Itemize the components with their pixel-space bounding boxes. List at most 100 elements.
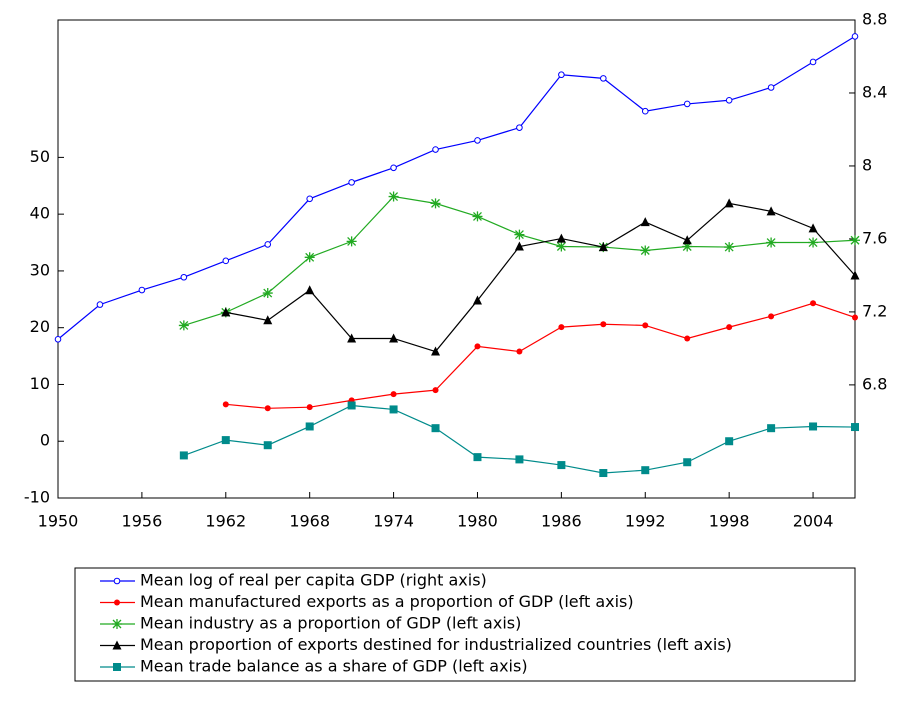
legend-marker — [112, 640, 122, 650]
y2-tick-label: 8.4 — [862, 82, 887, 101]
x-tick-label: 2004 — [793, 512, 834, 531]
marker — [682, 241, 693, 252]
x-tick-label: 1950 — [38, 512, 79, 531]
marker — [305, 285, 315, 295]
marker — [390, 391, 397, 398]
marker — [472, 295, 482, 305]
marker — [180, 273, 188, 281]
x-tick-label: 1998 — [709, 512, 750, 531]
marker — [598, 242, 608, 252]
marker — [808, 237, 819, 248]
y2-tick-label: 7.6 — [862, 228, 887, 247]
marker — [684, 335, 691, 342]
marker — [809, 58, 817, 66]
marker — [474, 343, 481, 350]
legend-label: Mean trade balance as a share of GDP (le… — [140, 657, 528, 676]
marker — [726, 324, 733, 331]
plot-frame — [57, 19, 856, 499]
series-line — [225, 202, 856, 353]
marker — [431, 346, 441, 356]
marker — [221, 307, 231, 317]
marker — [558, 324, 565, 331]
marker — [347, 333, 357, 343]
marker — [389, 333, 399, 343]
marker — [850, 235, 860, 246]
y-tick-label: 0 — [40, 431, 50, 450]
marker — [304, 252, 315, 263]
y2-tick-label: 7.2 — [862, 301, 887, 320]
marker — [264, 241, 272, 248]
x-tick-label: 1980 — [457, 512, 498, 531]
marker — [347, 401, 356, 410]
marker — [306, 195, 313, 203]
y2-tick-label: 8 — [862, 155, 872, 174]
marker — [683, 458, 692, 467]
marker — [474, 137, 481, 144]
x-tick-label: 1992 — [625, 512, 666, 531]
marker — [641, 107, 649, 115]
marker — [96, 301, 104, 308]
marker — [766, 237, 777, 248]
legend-marker — [113, 663, 121, 671]
y2-tick-label: 8.8 — [862, 10, 887, 29]
x-tick-label: 1962 — [205, 512, 246, 531]
marker — [724, 242, 735, 253]
marker — [348, 179, 355, 186]
marker — [558, 71, 565, 79]
marker — [599, 469, 608, 478]
y-tick-label: 10 — [30, 374, 50, 393]
marker — [472, 211, 483, 222]
marker — [264, 405, 271, 412]
marker — [642, 322, 649, 329]
marker — [138, 286, 146, 294]
series-line — [183, 195, 856, 326]
marker — [263, 441, 272, 450]
marker — [682, 235, 692, 245]
marker — [768, 313, 775, 320]
legend-label: Mean log of real per capita GDP (right a… — [140, 571, 487, 590]
y-tick-label: 40 — [30, 204, 50, 223]
marker — [432, 387, 439, 394]
marker — [514, 229, 525, 240]
marker — [431, 424, 440, 433]
marker — [600, 321, 607, 328]
y-tick-label: 20 — [30, 317, 50, 336]
marker — [432, 146, 439, 153]
x-tick-label: 1986 — [541, 512, 582, 531]
marker — [725, 437, 734, 446]
marker — [556, 233, 566, 243]
marker — [767, 84, 775, 91]
marker — [179, 451, 188, 460]
marker — [516, 348, 523, 355]
marker — [724, 198, 734, 208]
marker — [640, 217, 650, 227]
y-tick-label: 50 — [30, 147, 50, 166]
marker — [222, 257, 230, 265]
x-tick-label: 1974 — [373, 512, 414, 531]
marker — [262, 288, 273, 299]
marker — [222, 401, 229, 408]
marker — [389, 405, 398, 414]
series-line — [225, 302, 856, 409]
marker — [640, 245, 651, 256]
marker — [390, 164, 397, 172]
marker — [346, 236, 357, 247]
x-tick-label: 1968 — [289, 512, 330, 531]
marker — [516, 124, 523, 131]
marker — [600, 75, 607, 82]
marker — [808, 223, 818, 233]
marker — [766, 206, 776, 216]
marker — [851, 423, 859, 432]
marker — [54, 335, 62, 343]
marker — [725, 96, 733, 104]
y2-tick-label: 6.8 — [862, 374, 887, 393]
legend-marker — [114, 599, 120, 606]
y-tick-label: -10 — [24, 488, 50, 507]
marker — [683, 100, 691, 108]
legend-marker — [113, 577, 121, 585]
marker — [305, 422, 314, 431]
marker — [430, 198, 441, 209]
marker — [557, 461, 566, 470]
legend-label: Mean proportion of exports destined for … — [140, 635, 732, 654]
